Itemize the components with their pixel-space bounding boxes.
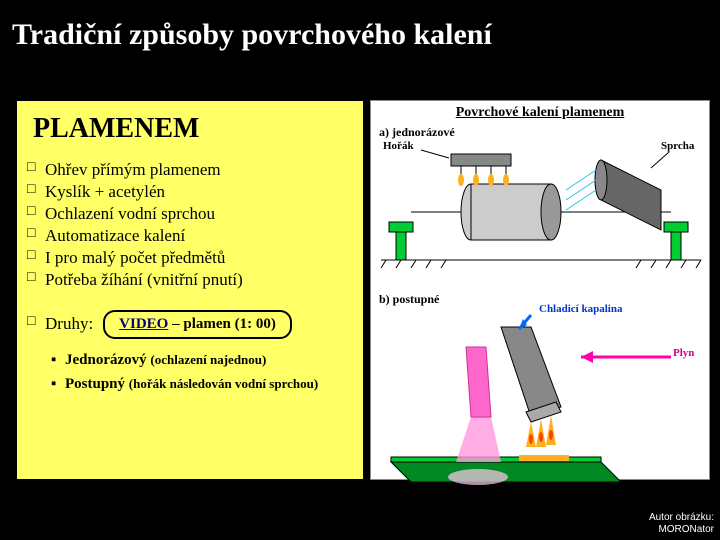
video-button[interactable]: VIDEO – plamen (1: 00) (103, 310, 292, 339)
diagram-b-svg (371, 307, 711, 497)
diagram-panel-b: Chladicí kapalina Plyn (371, 307, 709, 507)
label-sprcha: Sprcha (661, 140, 694, 152)
types-row: Druhy: VIDEO – plamen (1: 00) (27, 310, 353, 339)
bullet-item: I pro malý počet předmětů (27, 247, 353, 269)
sub-bold: Postupný (65, 376, 129, 392)
diagram-panel-a: Hořák Sprcha (371, 140, 709, 290)
sub-item: Jednorázový (ochlazení najednou) (51, 349, 353, 372)
content-panel: PLAMENEM Ohřev přímým plamenem Kyslík + … (16, 100, 364, 480)
bullet-list: Ohřev přímým plamenem Kyslík + acetylén … (27, 159, 353, 292)
section-title: PLAMENEM (33, 113, 353, 145)
image-credit: Autor obrázku: MORONator (649, 512, 714, 536)
label-chladici: Chladicí kapalina (539, 303, 622, 315)
label-horak: Hořák (383, 140, 414, 152)
bullet-item: Automatizace kalení (27, 225, 353, 247)
sub-list: Jednorázový (ochlazení najednou) Postupn… (27, 349, 353, 396)
video-link[interactable]: VIDEO (119, 316, 168, 332)
credit-line2: MORONator (658, 524, 714, 535)
diagram-title: Povrchové kalení plamenem (371, 101, 709, 123)
types-label: Druhy: (27, 314, 93, 334)
sub-item: Postupný (hořák následován vodní sprchou… (51, 373, 353, 396)
sub-paren: (hořák následován vodní sprchou) (129, 376, 318, 391)
diagram-sub-a: a) jednorázové (371, 123, 709, 140)
diagram-a-svg (371, 140, 711, 290)
diagram-panel: Povrchové kalení plamenem a) jednorázové (370, 100, 710, 480)
bullet-item: Kyslík + acetylén (27, 181, 353, 203)
credit-line1: Autor obrázku: (649, 512, 714, 523)
page-title: Tradiční způsoby povrchového kalení (0, 0, 720, 52)
bullet-item: Ochlazení vodní sprchou (27, 203, 353, 225)
sub-bold: Jednorázový (65, 352, 150, 368)
bullet-item: Ohřev přímým plamenem (27, 159, 353, 181)
label-plyn: Plyn (673, 347, 694, 359)
sub-paren: (ochlazení najednou) (150, 352, 266, 367)
video-suffix: – plamen (1: 00) (168, 316, 276, 332)
bullet-item: Potřeba žíhání (vnitřní pnutí) (27, 269, 353, 291)
